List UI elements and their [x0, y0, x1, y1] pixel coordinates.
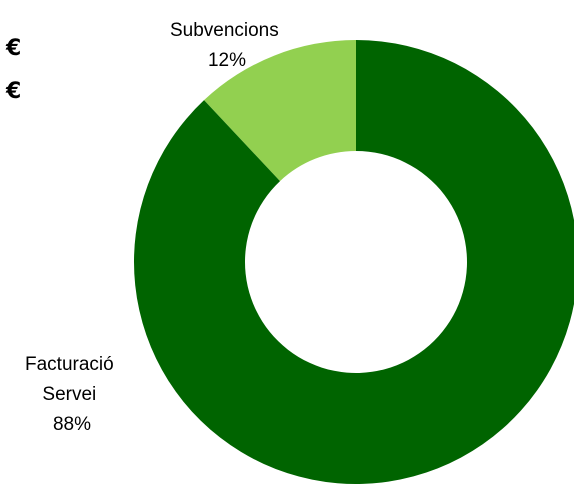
slice-label-name: Facturació [25, 354, 114, 375]
slice-label-percent: 12% [208, 50, 246, 71]
euro-symbol: € [6, 36, 22, 61]
slice-label-subvencions: Subvencions 12% [170, 20, 284, 71]
donut-slice-subvencions [204, 40, 356, 182]
euro-symbol: € [6, 79, 22, 104]
donut-slice-facturaci-servei [134, 40, 574, 484]
slice-label-percent: 88% [53, 414, 91, 435]
slice-labels: Subvencions 12% Facturació Servei 88% [25, 20, 284, 435]
slice-label-facturacio-servei: Facturació Servei 88% [25, 354, 119, 435]
donut-slices [134, 40, 574, 484]
slice-label-name: Subvencions [170, 20, 279, 41]
slice-label-name: Servei [42, 384, 96, 405]
